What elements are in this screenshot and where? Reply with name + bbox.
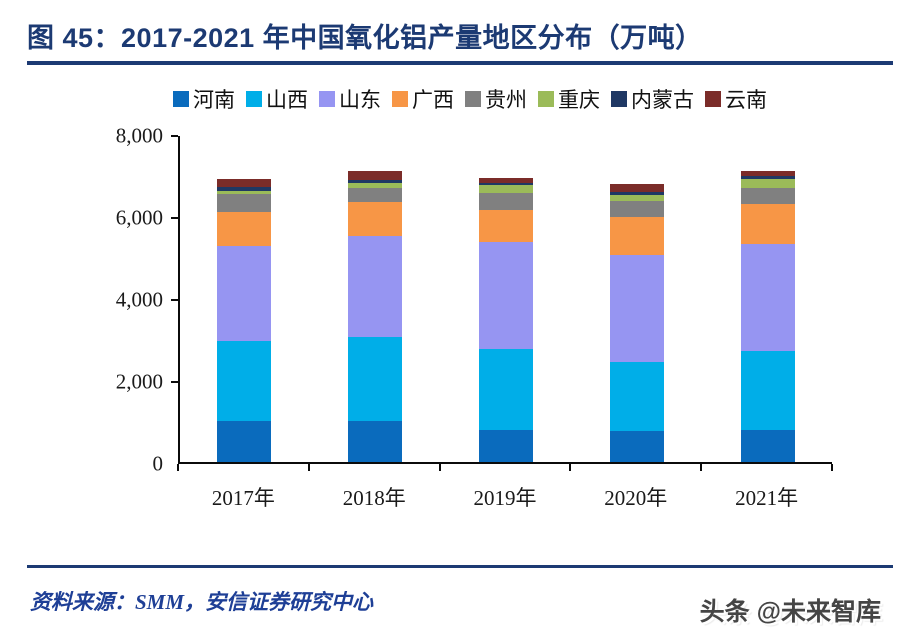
segment-山西-2019年 bbox=[479, 348, 533, 431]
figure-title: 图 45：2017-2021 年中国氧化铝产量地区分布（万吨） bbox=[27, 23, 703, 53]
segment-贵州-2020年 bbox=[609, 200, 664, 217]
y-axis-tick bbox=[171, 381, 178, 383]
segment-重庆-2018年 bbox=[348, 183, 403, 189]
x-axis-label: 2020年 bbox=[604, 486, 668, 510]
y-axis-tick bbox=[171, 299, 178, 301]
y-axis-label: 4,000 bbox=[115, 287, 163, 312]
legend-label: 河南 bbox=[193, 88, 235, 112]
legend-swatch-icon bbox=[173, 91, 189, 107]
legend-swatch-icon bbox=[611, 91, 627, 107]
segment-贵州-2021年 bbox=[740, 188, 795, 205]
segment-云南-2020年 bbox=[609, 184, 664, 192]
segment-广西-2018年 bbox=[348, 202, 403, 237]
segment-重庆-2019年 bbox=[479, 184, 533, 194]
segment-重庆-2020年 bbox=[609, 195, 664, 201]
segment-云南-2021年 bbox=[740, 170, 795, 176]
segment-广西-2019年 bbox=[479, 209, 533, 242]
x-axis-tick bbox=[569, 464, 572, 471]
legend-label: 广西 bbox=[412, 88, 454, 112]
segment-广西-2020年 bbox=[609, 216, 664, 255]
segment-内蒙古-2021年 bbox=[740, 175, 795, 180]
x-axis-tick bbox=[831, 464, 833, 471]
legend-item-云南: 云南 bbox=[705, 84, 767, 114]
segment-贵州-2018年 bbox=[348, 188, 403, 203]
x-axis-label: 2019年 bbox=[473, 486, 537, 510]
legend-item-山东: 山东 bbox=[319, 84, 381, 114]
x-axis-tick bbox=[307, 464, 310, 471]
legend-swatch-icon bbox=[538, 91, 554, 107]
bar-2020年 bbox=[609, 184, 664, 462]
segment-内蒙古-2019年 bbox=[479, 182, 533, 185]
segment-云南-2019年 bbox=[479, 177, 533, 183]
footer-divider bbox=[27, 565, 893, 568]
segment-河南-2020年 bbox=[609, 430, 664, 462]
title-divider bbox=[27, 61, 893, 65]
segment-广西-2017年 bbox=[217, 211, 272, 246]
segment-内蒙古-2020年 bbox=[609, 191, 664, 196]
legend-label: 云南 bbox=[725, 88, 767, 112]
y-axis-label: 2,000 bbox=[115, 369, 163, 394]
chart-legend: 河南 山西 山东 广西 贵州 重庆 内蒙古 云南 bbox=[90, 85, 850, 113]
legend-item-广西: 广西 bbox=[392, 84, 454, 114]
segment-河南-2019年 bbox=[479, 430, 533, 462]
segment-内蒙古-2018年 bbox=[348, 179, 403, 184]
legend-label: 内蒙古 bbox=[631, 88, 694, 112]
segment-河南-2017年 bbox=[217, 421, 272, 462]
bar-2019年 bbox=[479, 177, 533, 462]
segment-云南-2018年 bbox=[348, 170, 403, 180]
source-note: 资料来源：SMM，安信证券研究中心 bbox=[30, 590, 374, 614]
segment-重庆-2021年 bbox=[740, 179, 795, 189]
y-axis-label: 6,000 bbox=[115, 205, 163, 230]
bar-2018年 bbox=[348, 170, 403, 462]
segment-山东-2017年 bbox=[217, 245, 272, 342]
y-axis-tick bbox=[171, 135, 178, 137]
x-axis-tick bbox=[700, 464, 703, 471]
segment-贵州-2017年 bbox=[217, 194, 272, 212]
legend-item-山西: 山西 bbox=[246, 84, 308, 114]
y-axis-label: 8,000 bbox=[115, 123, 163, 148]
segment-广西-2021年 bbox=[740, 204, 795, 244]
segment-山东-2020年 bbox=[609, 254, 664, 362]
legend-label: 重庆 bbox=[558, 88, 600, 112]
segment-山西-2017年 bbox=[217, 341, 272, 421]
segment-内蒙古-2017年 bbox=[217, 186, 272, 192]
segment-重庆-2017年 bbox=[217, 191, 272, 195]
segment-云南-2017年 bbox=[217, 179, 272, 187]
legend-label: 山西 bbox=[266, 88, 308, 112]
segment-山西-2021年 bbox=[740, 350, 795, 431]
x-axis-label: 2017年 bbox=[211, 486, 275, 510]
x-axis-label: 2018年 bbox=[342, 486, 406, 510]
bar-2017年 bbox=[217, 179, 272, 462]
segment-山东-2018年 bbox=[348, 236, 403, 337]
x-axis-tick bbox=[177, 464, 179, 471]
x-axis-label: 2021年 bbox=[735, 486, 799, 510]
legend-item-内蒙古: 内蒙古 bbox=[611, 84, 694, 114]
watermark: 头条 @未来智库 bbox=[699, 598, 881, 626]
segment-山东-2021年 bbox=[740, 243, 795, 351]
y-axis-tick bbox=[171, 217, 178, 219]
legend-swatch-icon bbox=[392, 91, 408, 107]
legend-label: 贵州 bbox=[485, 88, 527, 112]
segment-贵州-2019年 bbox=[479, 193, 533, 210]
bar-2021年 bbox=[740, 170, 795, 462]
segment-河南-2021年 bbox=[740, 430, 795, 462]
legend-item-重庆: 重庆 bbox=[538, 84, 600, 114]
legend-item-贵州: 贵州 bbox=[465, 84, 527, 114]
legend-swatch-icon bbox=[705, 91, 721, 107]
plot-area bbox=[178, 136, 832, 464]
segment-河南-2018年 bbox=[348, 421, 403, 462]
x-axis-tick bbox=[438, 464, 441, 471]
legend-swatch-icon bbox=[465, 91, 481, 107]
segment-山东-2019年 bbox=[479, 241, 533, 349]
segment-山西-2020年 bbox=[609, 361, 664, 431]
legend-label: 山东 bbox=[339, 88, 381, 112]
y-axis-label: 0 bbox=[152, 451, 164, 476]
legend-item-河南: 河南 bbox=[173, 84, 235, 114]
legend-swatch-icon bbox=[319, 91, 335, 107]
legend-swatch-icon bbox=[246, 91, 262, 107]
segment-山西-2018年 bbox=[348, 336, 403, 421]
